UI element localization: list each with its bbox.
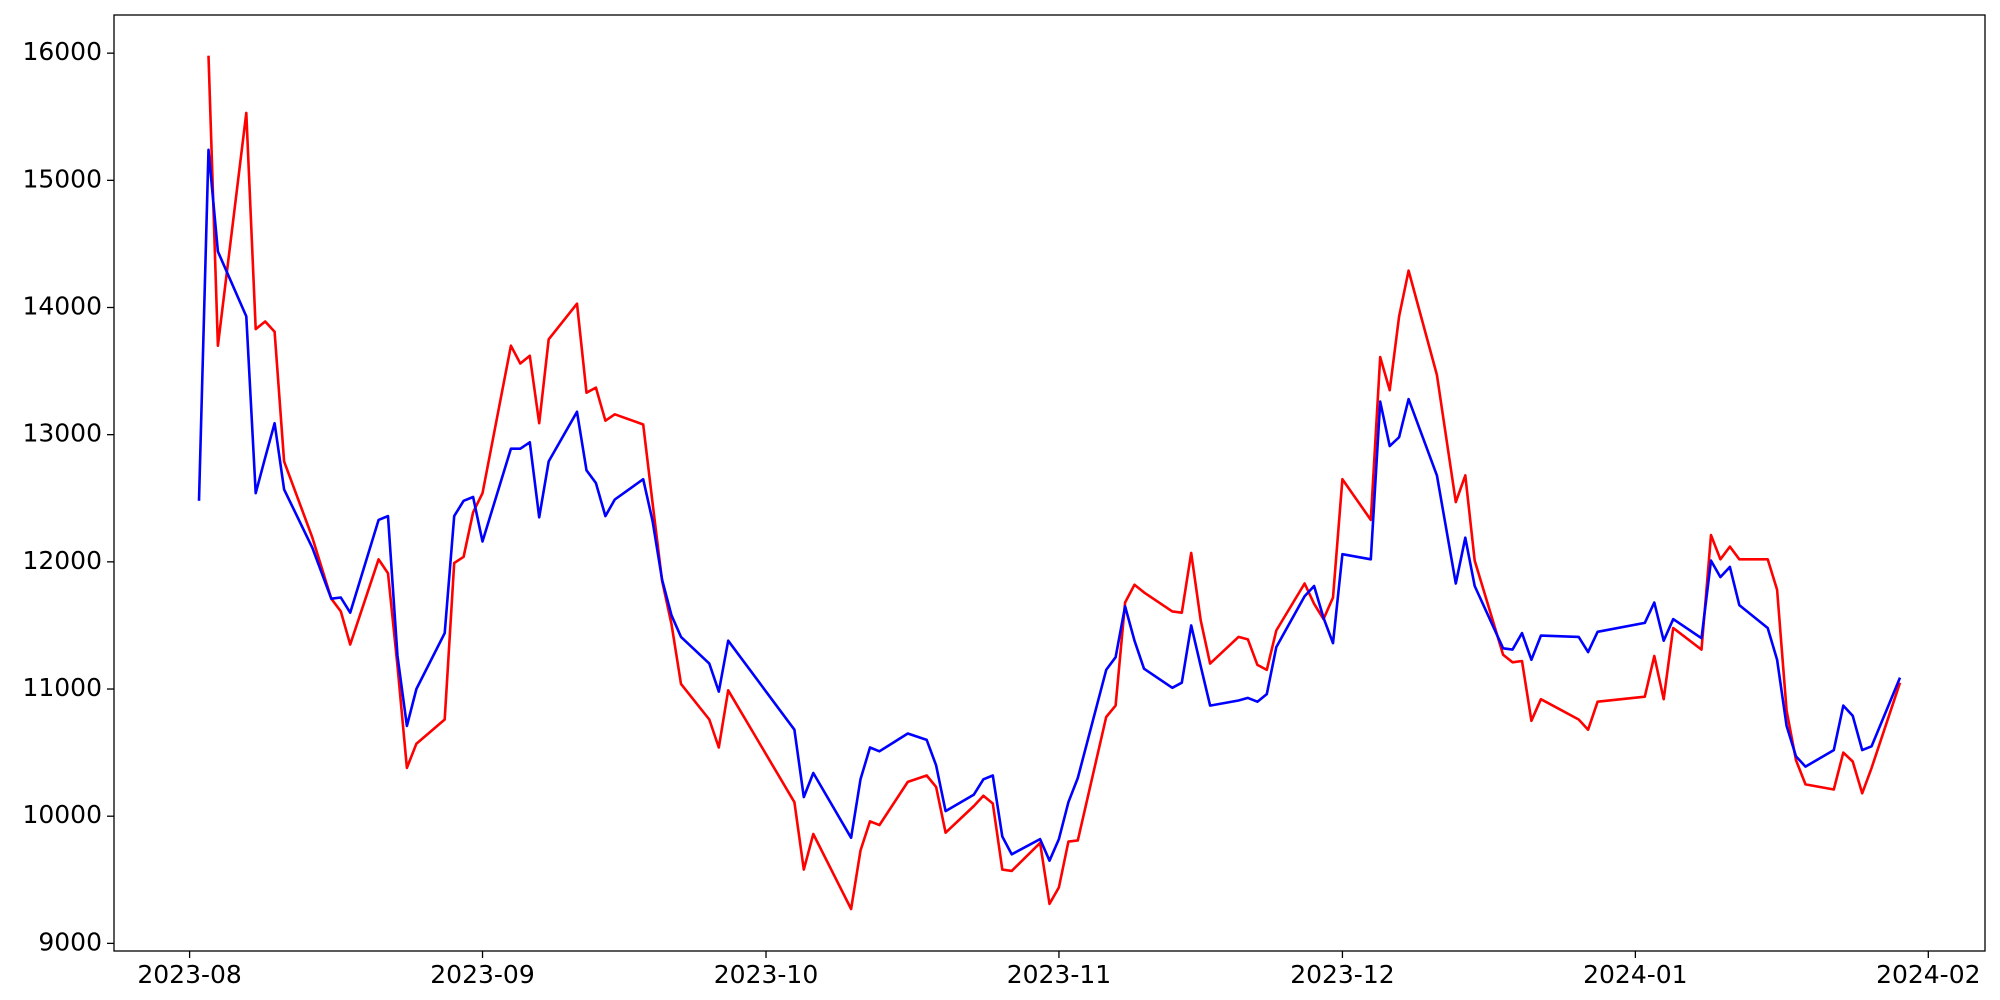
x-tick-label: 2024-01: [1583, 960, 1687, 989]
y-tick-label: 14000: [22, 292, 102, 321]
y-tick-label: 16000: [22, 37, 102, 66]
y-tick-label: 11000: [22, 673, 102, 702]
y-tick-label: 10000: [22, 800, 102, 829]
x-tick-label: 2023-11: [1007, 960, 1111, 989]
line-series: [197, 148, 1902, 862]
y-tick-label: 12000: [22, 546, 102, 575]
line-series: [207, 55, 1902, 911]
y-tick-label: 13000: [22, 419, 102, 448]
x-tick-label: 2023-12: [1290, 960, 1394, 989]
x-tick-label: 2023-08: [137, 960, 241, 989]
y-tick-label: 9000: [38, 927, 102, 956]
x-tick-label: 2023-10: [714, 960, 818, 989]
y-tick-label: 15000: [22, 164, 102, 193]
x-tick-label: 2023-09: [430, 960, 534, 989]
x-tick-label: 2024-02: [1876, 960, 1980, 989]
plot-frame: [113, 14, 1986, 952]
